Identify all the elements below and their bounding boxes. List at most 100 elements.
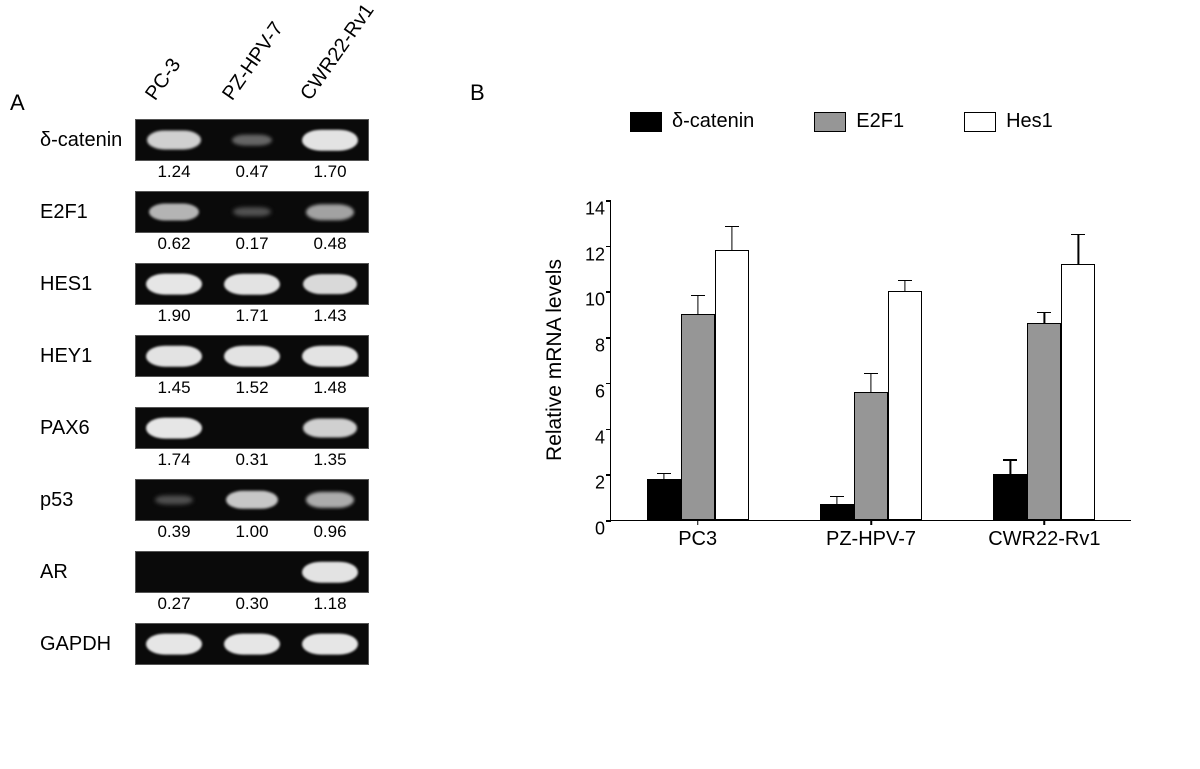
error-bar: [1010, 461, 1011, 475]
gel-value: 0.30: [213, 594, 291, 614]
gel-value: 1.90: [135, 306, 213, 326]
gel-value: 0.48: [291, 234, 369, 254]
gel-value: 1.00: [213, 522, 291, 542]
gel-row-label: PAX6: [40, 417, 135, 440]
error-bar: [1078, 235, 1079, 264]
y-tick-mark: [606, 429, 611, 431]
bar: [715, 250, 749, 520]
y-tick-mark: [606, 474, 611, 476]
y-tick-label: 10: [577, 290, 605, 311]
gel-value: 1.18: [291, 594, 369, 614]
x-tick-mark: [1044, 520, 1046, 525]
lane-header-1: PZ-HPV-7: [218, 18, 288, 105]
gel-band: [233, 207, 271, 216]
lane-header-2: CWR22-Rv1: [296, 0, 379, 105]
y-tick-mark: [606, 200, 611, 202]
gel-row-7: GAPDH: [40, 624, 369, 664]
gel-row-6: AR: [40, 552, 369, 592]
gel-row-5: p53: [40, 480, 369, 520]
error-cap: [691, 295, 705, 296]
plot-area: 02468101214PC3PZ-HPV-7CWR22-Rv1: [610, 200, 1131, 521]
error-cap: [830, 496, 844, 497]
legend-swatch-0: [630, 112, 662, 132]
y-tick-label: 4: [577, 427, 605, 448]
gel-box: [135, 263, 369, 305]
gel-value-row: 1.451.521.48: [135, 378, 369, 398]
gel-band: [146, 346, 202, 367]
gel-value-row: 0.270.301.18: [135, 594, 369, 614]
chart: Relative mRNA levels 02468101214PC3PZ-HP…: [560, 190, 1140, 570]
legend-label-0: δ-catenin: [672, 110, 754, 133]
gel-box: [135, 551, 369, 593]
legend-item-2: Hes1: [964, 110, 1053, 133]
bar: [820, 504, 854, 520]
lane-header-0: PC-3: [141, 54, 186, 105]
gel-row-label: GAPDH: [40, 633, 135, 656]
panel-a: A PC-3 PZ-HPV-7 CWR22-Rv1 δ-catenin1.240…: [10, 0, 440, 760]
gel-band: [155, 495, 192, 504]
gel-band: [306, 492, 355, 508]
gel-value: 0.39: [135, 522, 213, 542]
y-tick-label: 14: [577, 199, 605, 220]
gel-value: 0.62: [135, 234, 213, 254]
error-bar: [697, 296, 698, 314]
error-cap: [657, 473, 671, 474]
x-tick-label: CWR22-Rv1: [988, 528, 1100, 551]
gel-row-0: δ-catenin: [40, 120, 369, 160]
bar: [1027, 323, 1061, 520]
gel-band: [224, 274, 280, 295]
gel-value: 1.45: [135, 378, 213, 398]
y-tick-mark: [606, 337, 611, 339]
gel-value: 1.74: [135, 450, 213, 470]
gel-value: 0.47: [213, 162, 291, 182]
gel-value: 0.27: [135, 594, 213, 614]
gel-box: [135, 479, 369, 521]
gel-box: [135, 623, 369, 665]
y-tick-label: 8: [577, 336, 605, 357]
bar: [854, 392, 888, 520]
gel-row-label: AR: [40, 561, 135, 584]
x-tick-mark: [697, 520, 699, 525]
gel-row-4: PAX6: [40, 408, 369, 448]
legend-item-1: E2F1: [814, 110, 904, 133]
gel-value: 1.52: [213, 378, 291, 398]
y-tick-label: 0: [577, 519, 605, 540]
gel-band: [302, 562, 358, 583]
gel-row-label: HEY1: [40, 345, 135, 368]
gel-value: 1.24: [135, 162, 213, 182]
panel-b: B δ-catenin E2F1 Hes1 Relative mRNA leve…: [480, 80, 1180, 640]
y-tick-label: 12: [577, 244, 605, 265]
gel-band: [146, 274, 202, 295]
gel-band: [226, 491, 278, 509]
legend-label-1: E2F1: [856, 110, 904, 133]
gel-row-label: E2F1: [40, 201, 135, 224]
gel-value-row: 1.740.311.35: [135, 450, 369, 470]
error-bar: [870, 374, 871, 392]
y-tick-label: 2: [577, 473, 605, 494]
x-tick-mark: [870, 520, 872, 525]
bar: [993, 474, 1027, 520]
gel-row-1: E2F1: [40, 192, 369, 232]
gel-value: 1.70: [291, 162, 369, 182]
error-bar: [663, 474, 664, 479]
y-tick-mark: [606, 246, 611, 248]
bar: [888, 291, 922, 520]
gel-value: 1.48: [291, 378, 369, 398]
gel-row-3: HEY1: [40, 336, 369, 376]
gel-value-row: 0.620.170.48: [135, 234, 369, 254]
legend-swatch-1: [814, 112, 846, 132]
error-cap: [1003, 459, 1017, 460]
gel-row-label: HES1: [40, 273, 135, 296]
gel-value: 0.17: [213, 234, 291, 254]
legend-swatch-2: [964, 112, 996, 132]
gel-band: [149, 204, 199, 221]
gel-row-2: HES1: [40, 264, 369, 304]
gel-band: [224, 346, 280, 367]
bar: [647, 479, 681, 520]
error-bar: [904, 281, 905, 291]
gel-band: [224, 634, 280, 655]
y-tick-label: 6: [577, 381, 605, 402]
gel-band: [302, 634, 358, 655]
gel-row-label: δ-catenin: [40, 129, 135, 152]
gel-row-label: p53: [40, 489, 135, 512]
